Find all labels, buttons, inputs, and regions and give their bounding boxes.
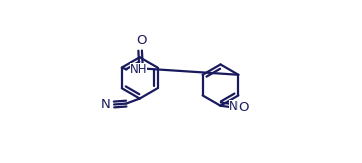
- Text: N: N: [101, 98, 111, 111]
- Text: NH: NH: [229, 100, 246, 113]
- Text: NH: NH: [130, 63, 147, 76]
- Text: O: O: [238, 101, 248, 114]
- Text: O: O: [137, 34, 147, 47]
